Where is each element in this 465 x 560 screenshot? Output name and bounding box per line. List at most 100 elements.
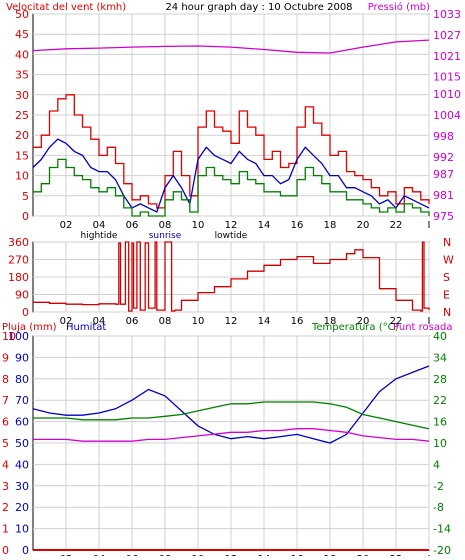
left-tick-label: 70 (15, 394, 29, 407)
chart-title: 24 hour graph day : 10 Octubre 2008 (165, 2, 352, 13)
left-tick-label: 0 (22, 306, 29, 319)
rain-tick-label: 5 (2, 437, 9, 450)
compass-label: W (443, 254, 454, 267)
left-tick-label: 0 (22, 544, 29, 556)
x-tick-label: 18 (324, 220, 337, 231)
x-tick-label: 10 (192, 220, 205, 231)
rain-tick-label: 2 (2, 501, 9, 514)
compass-label: E (443, 289, 450, 302)
dew-point-axis-title: Punt rosada (393, 322, 452, 333)
x-tick-label: 20 (357, 220, 370, 231)
right-tick-label: 16 (433, 416, 447, 429)
x-tick-label: 08 (159, 220, 172, 231)
temperature-axis-title: Temperatura (°C) (311, 322, 399, 333)
x-tick-label: 18 (324, 316, 337, 327)
x-tick-label: 22 (390, 220, 403, 231)
rain-tick-label: 6 (2, 416, 9, 429)
right-tick-label: 22 (433, 394, 447, 407)
x-tick-label: 16 (291, 316, 304, 327)
series-line-pressure (32, 39, 430, 54)
x-annotation-hightide: hightide (81, 231, 118, 241)
right-tick-label: -14 (433, 523, 451, 536)
right-tick-label: -20 (433, 544, 451, 556)
left-tick-label: 15 (15, 149, 29, 162)
x-tick-label: 08 (159, 316, 172, 327)
left-tick-label: 20 (15, 501, 29, 514)
left-tick-label: 360 (8, 236, 29, 249)
left-tick-label: 30 (15, 480, 29, 493)
x-tick-label: 12 (225, 220, 238, 231)
rain-tick-label: 8 (2, 373, 9, 386)
x-tick-label: 12 (225, 316, 238, 327)
right-tick-label: -8 (433, 501, 444, 514)
right-tick-label: 1010 (433, 88, 461, 101)
left-tick-label: 60 (15, 416, 29, 429)
left-tick-label: 25 (15, 109, 29, 122)
right-tick-label: 992 (433, 151, 454, 164)
series-line-dew_point (33, 428, 430, 442)
series-line-min (33, 158, 430, 217)
x-tick-label: 20 (357, 316, 370, 327)
right-tick-label: 1027 (433, 29, 461, 42)
x-tick-label: 04 (93, 316, 106, 327)
left-tick-label: 100 (8, 330, 29, 343)
rain-tick-label: 10 (2, 330, 16, 343)
left-tick-label: 10 (15, 523, 29, 536)
right-tick-label: -2 (433, 480, 444, 493)
x-tick-label: 14 (258, 220, 271, 231)
right-tick-label: 998 (433, 130, 454, 143)
right-tick-label: 40 (433, 330, 447, 343)
left-tick-label: 35 (15, 69, 29, 82)
left-tick-label: 10 (15, 170, 29, 183)
compass-label: N (443, 236, 451, 249)
right-tick-label: 1015 (433, 71, 461, 84)
left-tick-label: 50 (15, 8, 29, 21)
right-tick-label: 1021 (433, 50, 461, 63)
x-tick-label: 22 (390, 316, 403, 327)
x-tick-label: I (428, 316, 431, 327)
x-tick-label: 16 (291, 220, 304, 231)
rain-tick-label: 4 (2, 458, 9, 471)
left-tick-label: 90 (15, 351, 29, 364)
x-tick-label: 10 (192, 316, 205, 327)
rain-axis-title: Pluja (mm) (2, 322, 57, 333)
rain-tick-label: 1 (2, 523, 9, 536)
series-line-temperature (33, 401, 430, 430)
wind-speed-axis-title: Velocitat del vent (kmh) (6, 2, 126, 13)
left-tick-label: 45 (15, 28, 29, 41)
compass-label: S (443, 271, 450, 284)
pressure-axis-title: Pressió (mb) (368, 1, 430, 13)
left-tick-label: 40 (15, 48, 29, 61)
rain-tick-label: 3 (2, 480, 9, 493)
compass-label: N (443, 306, 451, 319)
left-tick-label: 50 (15, 437, 29, 450)
x-tick-label: 04 (93, 220, 106, 231)
right-tick-label: 1033 (433, 8, 461, 21)
x-tick-label: 14 (258, 316, 271, 327)
right-tick-label: 981 (433, 189, 454, 202)
x-annotation-lowtide: lowtide (215, 231, 248, 241)
x-tick-label: 06 (126, 316, 139, 327)
left-tick-label: 180 (8, 271, 29, 284)
right-tick-label: 987 (433, 168, 454, 181)
x-tick-label: 02 (60, 316, 73, 327)
left-tick-label: 5 (22, 190, 29, 203)
rain-tick-label: 7 (2, 394, 9, 407)
left-tick-label: 0 (22, 210, 29, 223)
series-line-humidity (32, 365, 430, 444)
x-annotation-sunrise: sunrise (149, 231, 182, 241)
right-tick-label: 28 (433, 373, 447, 386)
series-line-avg (32, 138, 430, 213)
left-tick-label: 30 (15, 89, 29, 102)
left-tick-label: 90 (15, 289, 29, 302)
right-tick-label: 4 (433, 458, 440, 471)
left-tick-label: 80 (15, 373, 29, 386)
rain-tick-label: 9 (2, 351, 9, 364)
humidity-axis-title: Humitat (66, 322, 106, 333)
right-tick-label: 34 (433, 351, 447, 364)
left-tick-label: 20 (15, 129, 29, 142)
series-line-gust (33, 94, 430, 209)
left-tick-label: 40 (15, 458, 29, 471)
